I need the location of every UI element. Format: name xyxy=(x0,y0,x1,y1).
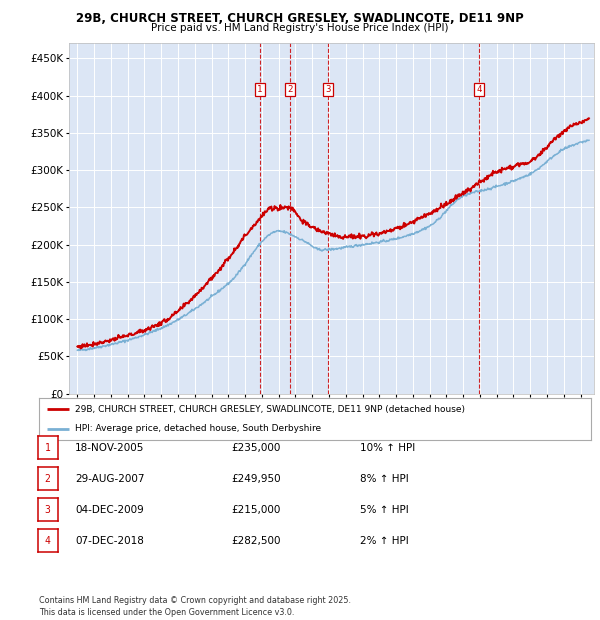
Text: 2: 2 xyxy=(45,474,50,484)
Text: 2: 2 xyxy=(287,85,292,94)
Text: 1: 1 xyxy=(257,85,263,94)
Text: 07-DEC-2018: 07-DEC-2018 xyxy=(75,536,144,546)
Text: 8% ↑ HPI: 8% ↑ HPI xyxy=(360,474,409,484)
Text: 1: 1 xyxy=(45,443,50,453)
Text: 3: 3 xyxy=(325,85,331,94)
Text: 3: 3 xyxy=(45,505,50,515)
Text: £235,000: £235,000 xyxy=(231,443,280,453)
Text: 4: 4 xyxy=(476,85,481,94)
Text: HPI: Average price, detached house, South Derbyshire: HPI: Average price, detached house, Sout… xyxy=(75,424,321,433)
Text: £282,500: £282,500 xyxy=(231,536,281,546)
Text: 2% ↑ HPI: 2% ↑ HPI xyxy=(360,536,409,546)
Text: 5% ↑ HPI: 5% ↑ HPI xyxy=(360,505,409,515)
Text: 29B, CHURCH STREET, CHURCH GRESLEY, SWADLINCOTE, DE11 9NP (detached house): 29B, CHURCH STREET, CHURCH GRESLEY, SWAD… xyxy=(75,405,465,414)
Text: Contains HM Land Registry data © Crown copyright and database right 2025.
This d: Contains HM Land Registry data © Crown c… xyxy=(39,596,351,617)
Text: £215,000: £215,000 xyxy=(231,505,280,515)
Text: 29B, CHURCH STREET, CHURCH GRESLEY, SWADLINCOTE, DE11 9NP: 29B, CHURCH STREET, CHURCH GRESLEY, SWAD… xyxy=(76,12,524,25)
Text: £249,950: £249,950 xyxy=(231,474,281,484)
Text: 10% ↑ HPI: 10% ↑ HPI xyxy=(360,443,415,453)
Text: Price paid vs. HM Land Registry's House Price Index (HPI): Price paid vs. HM Land Registry's House … xyxy=(151,23,449,33)
Text: 4: 4 xyxy=(45,536,50,546)
Text: 29-AUG-2007: 29-AUG-2007 xyxy=(75,474,145,484)
Text: 18-NOV-2005: 18-NOV-2005 xyxy=(75,443,145,453)
Text: 04-DEC-2009: 04-DEC-2009 xyxy=(75,505,144,515)
